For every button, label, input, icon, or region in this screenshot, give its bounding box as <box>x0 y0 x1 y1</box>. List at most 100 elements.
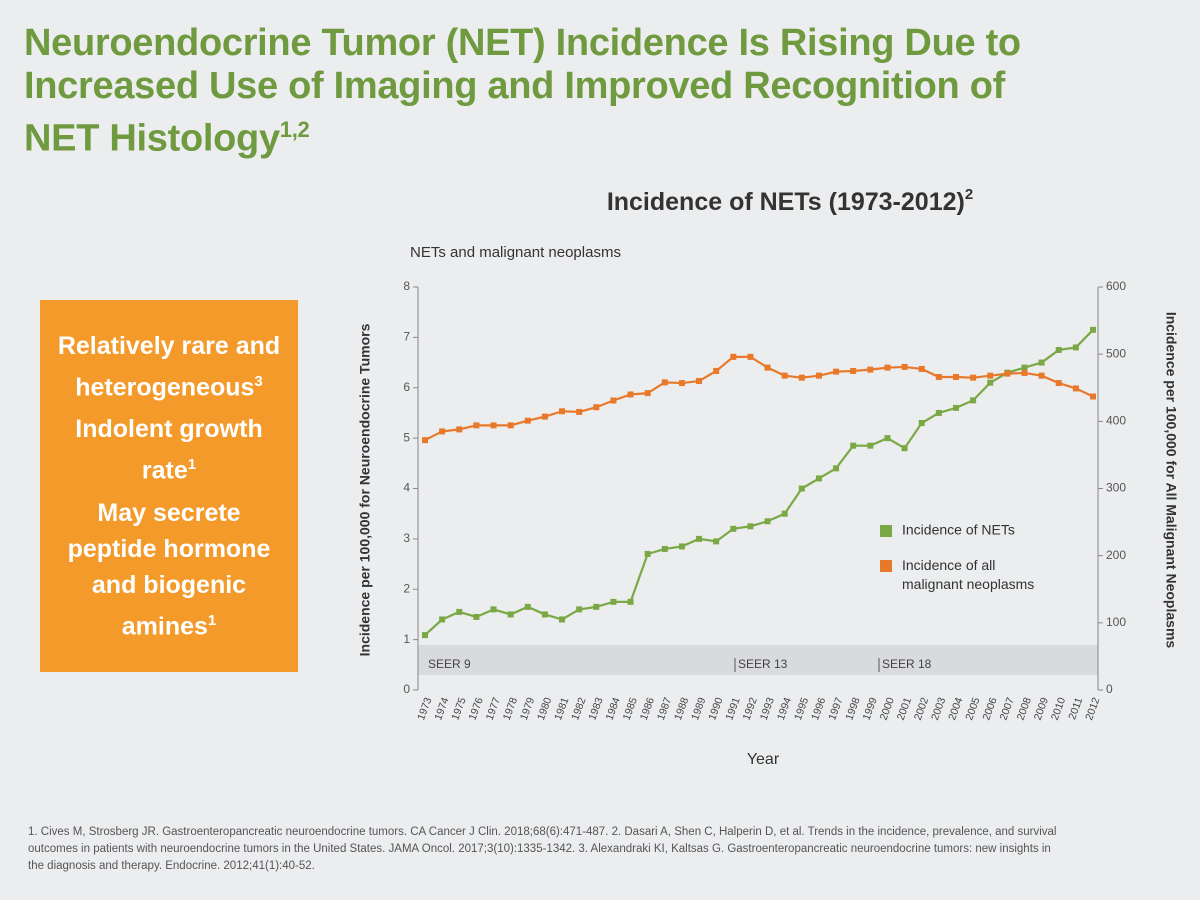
data-point <box>781 372 788 379</box>
seer-label: SEER 18 <box>882 657 932 671</box>
data-point <box>798 374 805 381</box>
y2-tick-label: 300 <box>1106 481 1126 495</box>
chart-subtitle: NETs and malignant neoplasms <box>410 244 621 261</box>
series-line <box>424 329 1094 636</box>
data-point <box>1038 359 1045 366</box>
data-point <box>541 413 548 420</box>
data-point <box>747 523 754 530</box>
data-point <box>1055 346 1062 353</box>
callout-text: Indolent growth rate <box>75 415 263 485</box>
data-point <box>490 606 497 613</box>
data-point <box>1090 393 1096 400</box>
data-point <box>1038 372 1045 379</box>
legend-label-line: malignant neoplasms <box>902 576 1034 592</box>
y-tick-label: 5 <box>403 430 410 444</box>
data-point <box>764 364 771 371</box>
data-point <box>935 409 942 416</box>
data-point <box>970 397 977 404</box>
data-point <box>593 603 600 610</box>
data-point <box>918 420 925 427</box>
data-point <box>490 422 497 429</box>
data-point <box>850 367 857 374</box>
data-point <box>867 366 874 373</box>
data-point <box>815 475 822 482</box>
data-point <box>473 422 480 429</box>
data-point <box>884 364 891 371</box>
data-point <box>867 442 874 449</box>
x-tick-label: 2010 <box>1049 696 1068 722</box>
data-point <box>747 353 754 360</box>
data-point <box>456 608 463 615</box>
y-tick-label: 8 <box>403 279 410 293</box>
callout-text: May secrete peptide hormone and biogenic… <box>67 498 271 640</box>
data-point <box>610 598 617 605</box>
series-line <box>424 355 1094 442</box>
data-point <box>678 543 685 550</box>
data-point <box>559 408 566 415</box>
callout-sup: 3 <box>254 373 263 390</box>
data-point <box>678 380 685 387</box>
footnote: 1. Cives M, Strosberg JR. Gastroenteropa… <box>28 826 1057 872</box>
y-axis-label: Incidence per 100,000 for Neuroendocrine… <box>357 323 373 656</box>
slide-title: Neuroendocrine Tumor (NET) Incidence Is … <box>24 22 1034 161</box>
data-point <box>507 611 514 618</box>
data-point <box>439 428 446 435</box>
data-point <box>661 545 668 552</box>
data-point <box>730 353 737 360</box>
data-point <box>627 391 634 398</box>
y-tick-label: 4 <box>403 481 410 495</box>
y2-tick-label: 0 <box>1106 682 1113 696</box>
data-point <box>1021 364 1028 371</box>
data-point <box>422 632 428 639</box>
data-point <box>713 367 720 374</box>
data-point <box>833 368 840 375</box>
data-point <box>987 372 994 379</box>
data-point <box>901 445 908 452</box>
y2-tick-label: 200 <box>1106 548 1126 562</box>
data-point <box>1055 380 1062 387</box>
data-point <box>764 518 771 525</box>
seer-band <box>418 645 1098 675</box>
x-tick-label: 2012 <box>1083 696 1102 722</box>
callout-item: May secrete peptide hormone and biogenic… <box>54 495 284 644</box>
data-point <box>1072 344 1079 351</box>
data-point <box>627 598 634 605</box>
y-tick-label: 1 <box>403 632 410 646</box>
legend-label: Incidence of NETs <box>902 522 1015 538</box>
data-point <box>439 616 446 623</box>
y2-tick-label: 100 <box>1106 615 1126 629</box>
data-point <box>576 606 583 613</box>
chart-title-sup: 2 <box>965 186 973 203</box>
data-point <box>850 442 857 449</box>
seer-label: SEER 13 <box>738 657 788 671</box>
data-point <box>918 365 925 372</box>
data-point <box>1072 385 1079 392</box>
y2-tick-label: 600 <box>1106 279 1126 293</box>
data-point <box>833 465 840 472</box>
data-point <box>559 616 566 623</box>
callout-sup: 1 <box>187 456 197 474</box>
data-point <box>987 379 994 386</box>
y-tick-label: 7 <box>403 330 410 344</box>
data-point <box>422 437 428 444</box>
chart-title: Incidence of NETs (1973-2012)2 <box>607 186 973 216</box>
data-point <box>576 408 583 415</box>
data-point <box>884 435 891 442</box>
data-point <box>1021 369 1028 376</box>
data-point <box>507 422 514 429</box>
data-point <box>970 374 977 381</box>
data-point <box>952 404 959 411</box>
title-text: Neuroendocrine Tumor (NET) Incidence Is … <box>24 22 1021 160</box>
data-point <box>473 613 480 620</box>
data-point <box>593 404 600 411</box>
legend-swatch <box>880 525 892 537</box>
data-point <box>901 363 908 370</box>
y2-tick-label: 500 <box>1106 346 1126 360</box>
callout-item: Relatively rare and heterogeneous3 <box>54 328 284 405</box>
y-tick-label: 2 <box>403 581 410 595</box>
data-point <box>524 417 531 424</box>
callout-text: Relatively rare and heterogeneous <box>57 332 281 402</box>
legend-swatch <box>880 560 892 572</box>
data-point <box>456 426 463 433</box>
